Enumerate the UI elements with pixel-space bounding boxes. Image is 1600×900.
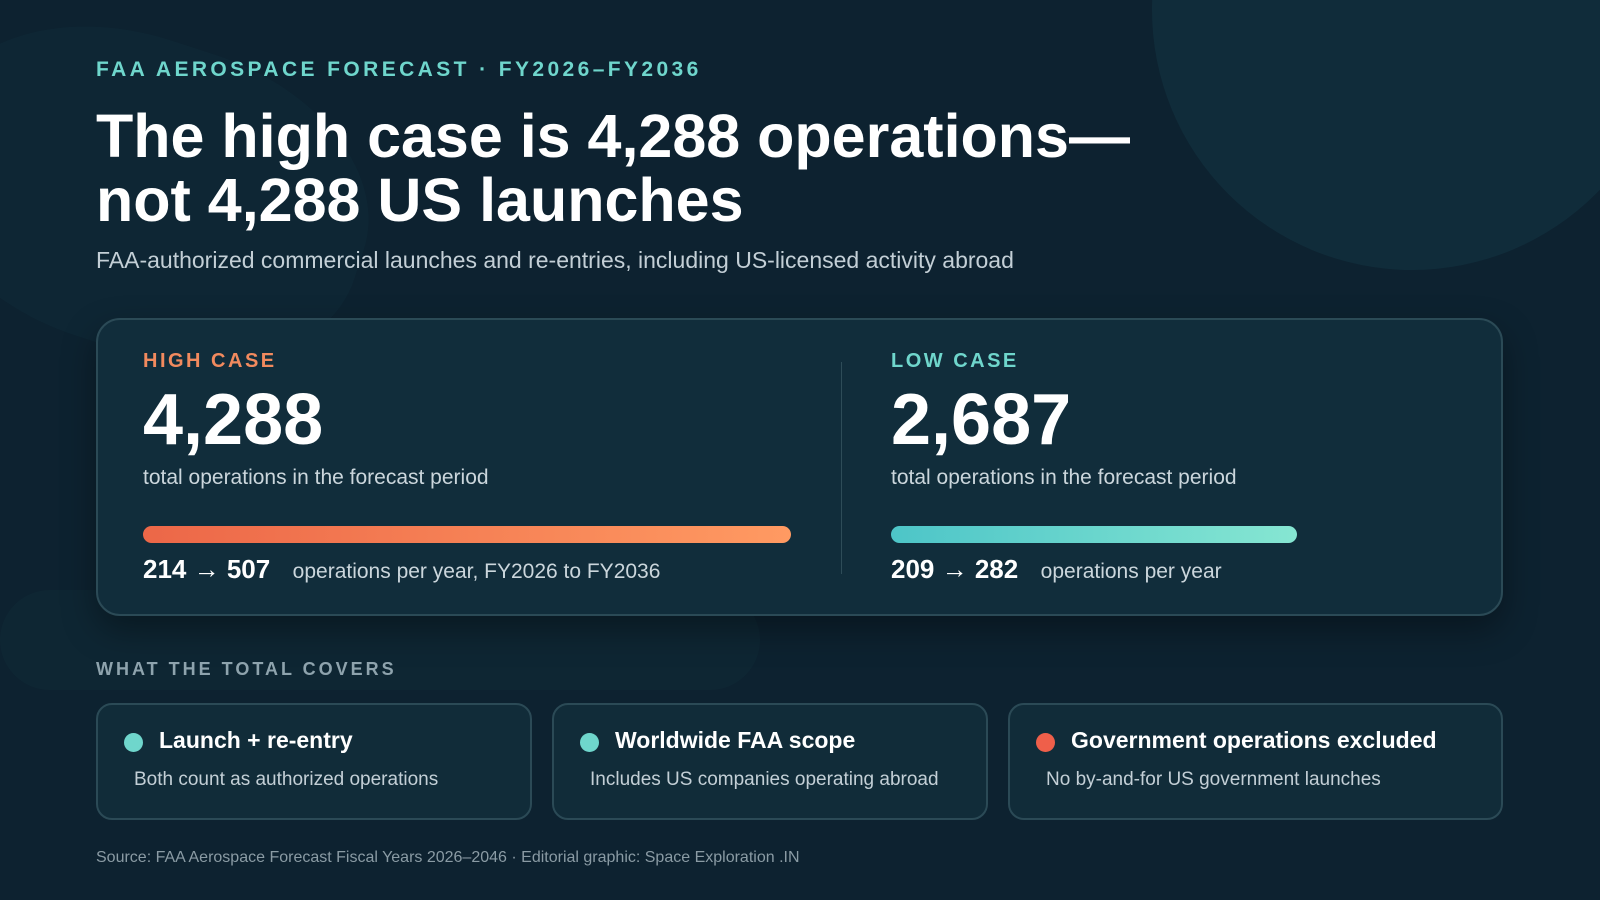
high-case-label: HIGH CASE: [143, 350, 277, 372]
red-dot-icon: [1036, 733, 1055, 752]
teal-dot-icon: [580, 733, 599, 752]
low-case-bar-track: [891, 526, 1539, 543]
forecast-panel: HIGH CASE 4,288 total operations in the …: [96, 318, 1503, 616]
coverage-card-description: Includes US companies operating abroad: [590, 769, 939, 790]
coverage-card: Worldwide FAA scope Includes US companie…: [552, 703, 988, 820]
low-case-range: 209 → 282 operations per year: [891, 554, 1222, 585]
title-line-2: not 4,288 US launches: [96, 166, 744, 234]
eyebrow: FAA AEROSPACE FORECAST · FY2026–FY2036: [96, 58, 702, 81]
source-note: Source: FAA Aerospace Forecast Fiscal Ye…: [96, 849, 800, 866]
low-case-range-values: 209 → 282: [891, 554, 1019, 584]
page-title: The high case is 4,288 operations— not 4…: [96, 104, 1296, 232]
section-label: WHAT THE TOTAL COVERS: [96, 659, 397, 679]
low-case-label: LOW CASE: [891, 350, 1019, 372]
coverage-card: Government operations excluded No by-and…: [1008, 703, 1503, 820]
low-case-bar: [891, 526, 1298, 543]
high-case-bar-track: [143, 526, 791, 543]
low-case-value: 2,687: [891, 380, 1072, 460]
coverage-card-title: Worldwide FAA scope: [615, 727, 856, 753]
coverage-card-title: Launch + re-entry: [159, 727, 353, 753]
coverage-card-description: Both count as authorized operations: [134, 769, 439, 790]
teal-dot-icon: [124, 733, 143, 752]
high-case-description: total operations in the forecast period: [143, 466, 489, 489]
subtitle: FAA-authorized commercial launches and r…: [96, 247, 1014, 273]
coverage-card-description: No by-and-for US government launches: [1046, 769, 1381, 790]
coverage-card: Launch + re-entry Both count as authoriz…: [96, 703, 532, 820]
high-case-range-note: operations per year, FY2026 to FY2036: [292, 560, 661, 583]
high-case-bar: [143, 526, 791, 543]
high-case-value: 4,288: [143, 380, 324, 460]
title-line-1: The high case is 4,288 operations—: [96, 102, 1130, 170]
low-case-range-note: operations per year: [1040, 560, 1222, 583]
high-case-range-values: 214 → 507: [143, 554, 271, 584]
panel-divider: [841, 362, 842, 574]
high-case-range: 214 → 507 operations per year, FY2026 to…: [143, 554, 660, 585]
low-case-description: total operations in the forecast period: [891, 466, 1237, 489]
coverage-card-title: Government operations excluded: [1071, 727, 1437, 753]
